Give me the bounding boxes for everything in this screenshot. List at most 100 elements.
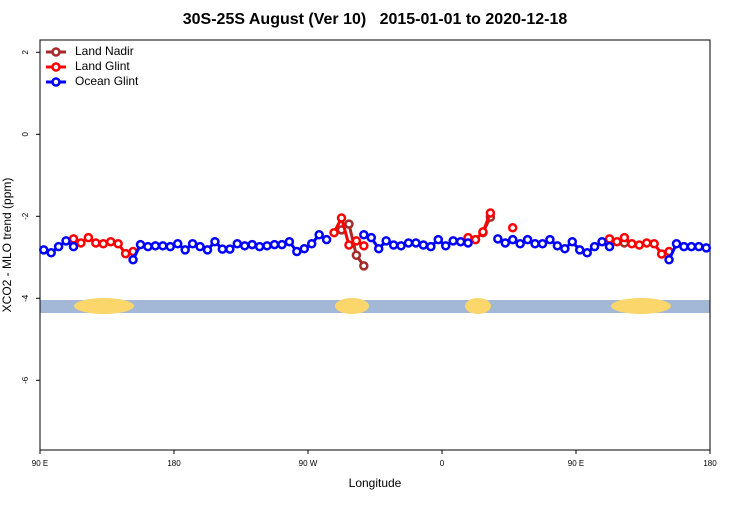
- point: [552, 241, 563, 251]
- y-tick-label: -6: [21, 376, 30, 384]
- y-tick-label: 0: [21, 132, 30, 137]
- point: [649, 239, 659, 249]
- point: [373, 243, 384, 254]
- point: [359, 261, 369, 271]
- point: [91, 238, 101, 248]
- point: [344, 240, 354, 250]
- point: [664, 255, 674, 265]
- point: [53, 241, 64, 252]
- point: [284, 236, 295, 247]
- y-tick-label: -2: [21, 212, 30, 220]
- point: [426, 241, 436, 252]
- point: [38, 245, 49, 255]
- point: [344, 219, 354, 229]
- point: [195, 241, 205, 252]
- legend-marker: [51, 62, 61, 72]
- point: [381, 236, 391, 246]
- x-tick-label: 0: [440, 459, 445, 468]
- point: [105, 236, 116, 247]
- y-axis-label: XCO2 - MLO trend (ppm): [0, 178, 14, 313]
- point: [604, 234, 615, 244]
- point: [46, 248, 56, 258]
- point: [567, 236, 578, 247]
- point: [522, 234, 533, 245]
- point: [493, 234, 503, 244]
- point: [336, 213, 347, 223]
- x-tick-label: 90 E: [568, 459, 584, 468]
- point: [128, 255, 138, 265]
- point: [396, 241, 406, 251]
- point: [485, 208, 496, 218]
- x-tick-label: 180: [167, 459, 181, 468]
- point: [589, 241, 600, 252]
- point: [98, 239, 109, 249]
- point: [478, 227, 488, 237]
- point: [463, 238, 473, 248]
- point: [299, 243, 310, 254]
- point: [225, 244, 235, 254]
- point: [202, 245, 213, 255]
- point: [217, 244, 228, 254]
- point: [574, 245, 585, 255]
- point: [388, 240, 399, 250]
- point: [120, 248, 131, 259]
- point: [500, 238, 511, 248]
- point: [277, 239, 287, 250]
- point: [612, 236, 622, 247]
- point: [359, 241, 369, 251]
- point: [694, 241, 704, 252]
- point: [448, 236, 458, 246]
- point: [187, 239, 198, 249]
- legend-marker: [51, 47, 61, 57]
- y-tick-label: -4: [21, 294, 30, 302]
- point: [530, 239, 540, 249]
- land-ocean-strip: [40, 298, 710, 314]
- point: [61, 236, 71, 246]
- point: [314, 230, 324, 240]
- point: [604, 241, 615, 252]
- x-tick-label: 180: [703, 459, 717, 468]
- point: [701, 243, 712, 253]
- point: [619, 232, 630, 243]
- point: [679, 241, 689, 252]
- point: [351, 236, 362, 246]
- point: [232, 239, 243, 249]
- point: [656, 249, 667, 259]
- point: [582, 248, 592, 258]
- point: [76, 238, 86, 248]
- point: [165, 241, 176, 252]
- point: [239, 241, 250, 251]
- point: [269, 239, 280, 250]
- x-tick-label: 90 W: [299, 459, 318, 468]
- point: [686, 241, 697, 252]
- legend-marker: [51, 77, 61, 87]
- point: [507, 234, 518, 245]
- point: [306, 239, 317, 249]
- point: [515, 239, 525, 249]
- point: [262, 241, 272, 251]
- point: [470, 234, 481, 245]
- point: [507, 223, 518, 233]
- point: [641, 238, 652, 248]
- point: [83, 232, 94, 243]
- point: [247, 239, 257, 250]
- legend-label: Land Glint: [75, 59, 130, 73]
- point: [329, 227, 339, 238]
- point: [143, 241, 153, 252]
- point: [351, 250, 362, 260]
- point: [321, 234, 332, 245]
- legend-label: Ocean Glint: [75, 74, 139, 88]
- point: [366, 232, 377, 243]
- point: [359, 230, 369, 240]
- point: [440, 241, 451, 251]
- point: [627, 239, 637, 249]
- x-axis-label: Longitude: [349, 476, 402, 490]
- legend-label: Land Nadir: [75, 44, 134, 58]
- x-tick-label: 90 E: [32, 459, 48, 468]
- chart-title: 30S-25S August (Ver 10) 2015-01-01 to 20…: [183, 11, 568, 28]
- point: [545, 234, 555, 245]
- point: [537, 239, 548, 249]
- point: [68, 241, 79, 252]
